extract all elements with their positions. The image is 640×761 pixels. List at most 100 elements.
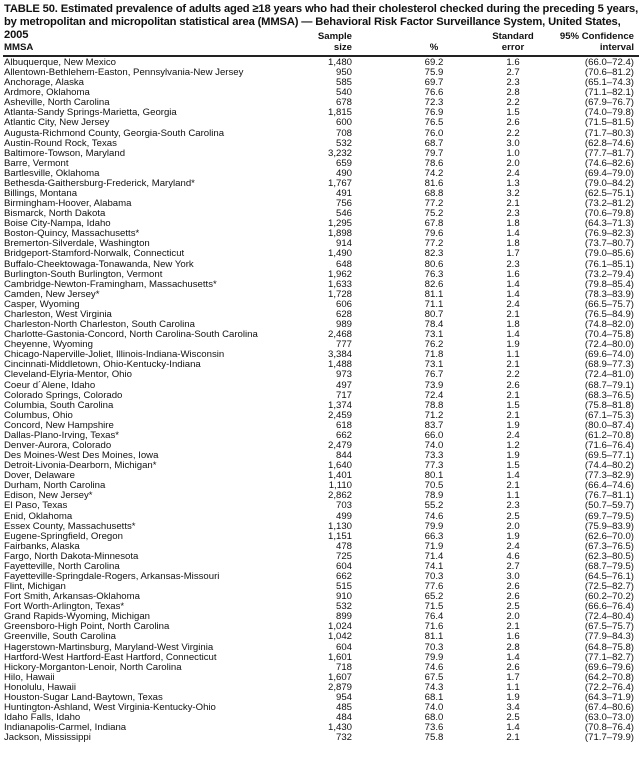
standard-error-cell: 1.8 <box>506 238 520 250</box>
confidence-interval-cell: (68.7–79.5) <box>584 560 634 572</box>
confidence-interval-cell: (72.4–81.0) <box>584 369 634 381</box>
confidence-interval-cell: (69.4–79.0) <box>584 167 634 179</box>
mmsa-cell: Bartlesville, Oklahoma <box>4 167 100 179</box>
confidence-interval-cell: (79.0–84.2) <box>584 177 634 189</box>
standard-error-cell: 2.1 <box>506 308 520 320</box>
confidence-interval-cell: (70.6–81.2) <box>584 67 634 79</box>
sample-size-cell: 662 <box>335 570 352 582</box>
percent-cell: 69.2 <box>424 57 444 68</box>
mmsa-cell: Cleveland-Elyria-Mentor, Ohio <box>4 369 132 381</box>
confidence-interval-cell: (60.2–70.2) <box>584 591 634 603</box>
percent-cell: 80.1 <box>424 470 444 482</box>
table-row: Ardmore, Oklahoma 540 76.6 2.8 (71.1–82.1) <box>0 88 640 98</box>
percent-cell: 79.9 <box>424 651 444 663</box>
mmsa-cell: Enid, Oklahoma <box>4 510 73 522</box>
confidence-interval-cell: (67.4–80.6) <box>584 702 634 713</box>
confidence-interval-cell: (77.1–82.7) <box>584 651 634 663</box>
mmsa-cell: Dallas-Plano-Irving, Texas* <box>4 429 119 441</box>
confidence-interval-cell: (64.3–71.9) <box>584 691 634 703</box>
percent-cell: 79.6 <box>424 228 444 240</box>
confidence-interval-cell: (73.7–80.7) <box>584 238 634 250</box>
percent-cell: 68.1 <box>424 691 444 703</box>
percent-cell: 76.9 <box>424 107 444 119</box>
table-row: El Paso, Texas 703 55.2 2.3 (50.7–59.7) <box>0 501 640 511</box>
standard-error-cell: 2.1 <box>506 621 520 633</box>
table-row: Casper, Wyoming 606 71.1 2.4 (66.5–75.7) <box>0 298 640 310</box>
standard-error-cell: 3.4 <box>506 702 520 713</box>
table-row: Atlantic City, New Jersey 600 76.5 2.6 (71.5… <box>0 118 640 128</box>
mmsa-cell: Chicago-Naperville-Joliet, Illinois-Indi… <box>4 349 225 361</box>
table-row: Coeur d´Alene, Idaho 497 73.9 2.6 (68.7–79.1… <box>0 379 640 391</box>
mmsa-cell: Hartford-West Hartford-East Hartford, Co… <box>4 651 217 663</box>
mmsa-cell: Boston-Quincy, Massachusetts* <box>4 228 140 240</box>
sample-size-cell: 954 <box>335 691 352 703</box>
standard-error-cell: 2.7 <box>506 67 520 79</box>
table-row: Birmingham-Hoover, Alabama 756 77.2 2.1 (73.… <box>0 199 640 209</box>
table-row: Fort Smith, Arkansas-Oklahoma 910 65.2 2.6 (… <box>0 592 640 602</box>
table-row: Bismarck, North Dakota 546 75.2 2.3 (70.6–79… <box>0 209 640 219</box>
percent-cell: 70.3 <box>424 570 444 582</box>
confidence-interval-cell: (64.5–76.1) <box>584 570 634 582</box>
confidence-interval-cell: (66.0–72.4) <box>584 57 634 68</box>
confidence-interval-cell: (73.2–79.4) <box>584 268 634 280</box>
confidence-interval-cell: (68.7–79.1) <box>584 379 634 391</box>
standard-error-cell: 1.7 <box>506 671 520 683</box>
mmsa-cell: Denver-Aurora, Colorado <box>4 439 112 451</box>
standard-error-cell: 1.5 <box>506 107 520 119</box>
mmsa-cell: Charleston, West Virginia <box>4 308 112 320</box>
confidence-interval-cell: (62.3–80.5) <box>584 550 634 562</box>
sample-size-cell: 725 <box>335 550 352 562</box>
mmsa-cell: Hagerstown-Martinsburg, Maryland-West Vi… <box>4 641 214 653</box>
mmsa-cell: Fairbanks, Alaska <box>4 540 80 552</box>
table-row: Fayetteville-Springdale-Rogers, Arkansas… <box>0 570 640 582</box>
mmsa-cell: Buffalo-Cheektowaga-Tonawanda, New York <box>4 258 194 270</box>
percent-cell: 71.9 <box>424 540 444 552</box>
sample-size-cell: 1,488 <box>327 359 352 371</box>
confidence-interval-cell: (72.5–82.7) <box>584 581 634 593</box>
sample-size-cell: 1,898 <box>327 228 352 240</box>
standard-error-cell: 2.6 <box>506 661 520 673</box>
table-row: Huntington-Ashland, West Virginia-Kentuc… <box>0 702 640 713</box>
table-row: Anchorage, Alaska 585 69.7 2.3 (65.1–74.3) <box>0 78 640 88</box>
percent-cell: 73.6 <box>424 722 444 734</box>
sample-size-cell: 491 <box>335 188 352 200</box>
standard-error-cell: 1.6 <box>506 268 520 280</box>
table-row: Bartlesville, Oklahoma 490 74.2 2.4 (69.4–79… <box>0 167 640 179</box>
percent-cell: 83.7 <box>424 419 444 431</box>
percent-cell: 66.0 <box>424 429 444 441</box>
confidence-interval-cell: (70.4–75.8) <box>584 329 634 341</box>
table-title: TABLE 50. Estimated prevalence of adults… <box>4 3 639 41</box>
standard-error-cell: 2.6 <box>506 379 520 391</box>
table-row: Cincinnati-Middletown, Ohio-Kentucky-Ind… <box>0 360 640 370</box>
sample-size-cell: 2,879 <box>327 681 352 693</box>
standard-error-cell: 2.1 <box>506 480 520 492</box>
confidence-interval-cell: (79.8–85.4) <box>584 278 634 290</box>
mmsa-cell: Charleston-North Charleston, South Carol… <box>4 319 195 331</box>
percent-cell: 71.1 <box>424 298 444 310</box>
sample-size-cell: 914 <box>335 238 352 250</box>
standard-error-cell: 2.2 <box>506 369 520 381</box>
sample-size-cell: 3,384 <box>327 349 352 361</box>
percent-cell: 65.2 <box>424 591 444 603</box>
column-header-mmsa: MMSA <box>4 42 34 53</box>
sample-size-cell: 708 <box>335 127 352 139</box>
standard-error-cell: 2.1 <box>506 198 520 210</box>
sample-size-cell: 3,232 <box>327 147 352 159</box>
percent-cell: 74.2 <box>424 167 444 179</box>
sample-size-cell: 618 <box>335 419 352 431</box>
percent-cell: 72.3 <box>424 97 444 109</box>
standard-error-cell: 2.1 <box>506 409 520 421</box>
percent-cell: 75.9 <box>424 67 444 79</box>
standard-error-cell: 3.2 <box>506 188 520 200</box>
percent-cell: 74.6 <box>424 510 444 522</box>
mmsa-cell: Camden, New Jersey* <box>4 288 100 300</box>
standard-error-cell: 1.4 <box>506 329 520 341</box>
table-row: Essex County, Massachusetts* 1,130 79.9 2.0… <box>0 521 640 532</box>
standard-error-cell: 2.2 <box>506 127 520 139</box>
standard-error-cell: 1.9 <box>506 419 520 431</box>
percent-cell: 68.0 <box>424 712 444 724</box>
percent-cell: 69.7 <box>424 77 444 89</box>
mmsa-cell: Bismarck, North Dakota <box>4 208 106 220</box>
confidence-interval-cell: (77.3–82.9) <box>584 470 634 482</box>
table-row: Eugene-Springfield, Oregon 1,151 66.3 1.9 (6… <box>0 531 640 542</box>
